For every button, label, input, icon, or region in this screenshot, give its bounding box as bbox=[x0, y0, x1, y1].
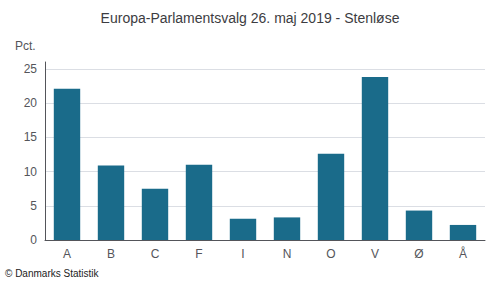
svg-text:B: B bbox=[107, 247, 115, 261]
svg-text:Pct.: Pct. bbox=[15, 39, 36, 53]
svg-text:5: 5 bbox=[30, 199, 37, 213]
svg-text:C: C bbox=[151, 247, 160, 261]
svg-text:N: N bbox=[283, 247, 292, 261]
svg-text:V: V bbox=[371, 247, 379, 261]
svg-text:Ø: Ø bbox=[414, 247, 423, 261]
svg-text:I: I bbox=[241, 247, 244, 261]
svg-text:15: 15 bbox=[24, 130, 38, 144]
svg-text:Europa-Parlamentsvalg 26. maj: Europa-Parlamentsvalg 26. maj 2019 - Ste… bbox=[101, 10, 400, 26]
svg-text:F: F bbox=[195, 247, 202, 261]
svg-text:10: 10 bbox=[24, 165, 38, 179]
svg-text:© Danmarks Statistik: © Danmarks Statistik bbox=[5, 268, 100, 279]
svg-text:A: A bbox=[63, 247, 71, 261]
svg-text:O: O bbox=[326, 247, 335, 261]
svg-text:20: 20 bbox=[24, 96, 38, 110]
svg-text:25: 25 bbox=[24, 62, 38, 76]
svg-text:0: 0 bbox=[30, 233, 37, 247]
svg-text:Å: Å bbox=[459, 246, 467, 261]
